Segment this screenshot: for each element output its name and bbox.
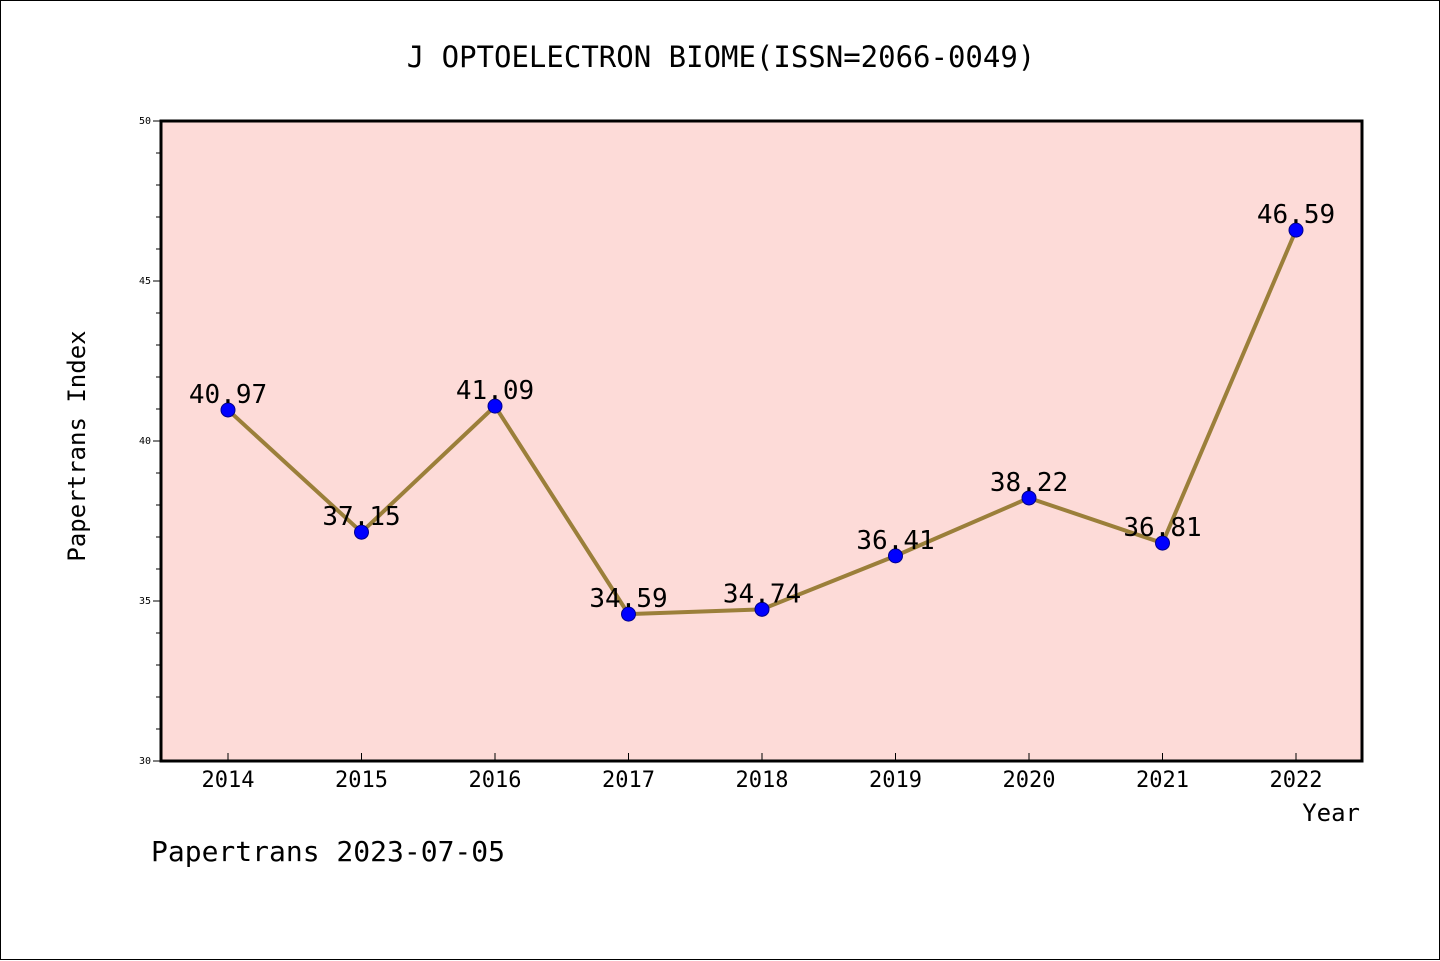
x-tick-label: 2014 [202, 768, 255, 793]
y-tick-label: 50 [139, 116, 151, 127]
data-label: 36.41 [856, 526, 934, 556]
x-tick-label: 2022 [1270, 768, 1323, 793]
data-labels: 40.97 37.15 41.09 34.59 34.74 36.41 38.22 36.81… [189, 200, 1335, 614]
x-axis-ticks: 2014 2015 2016 2017 2018 2019 2020 2021 2022 [202, 753, 1323, 793]
data-label: 38.22 [990, 468, 1068, 498]
x-tick-label: 2019 [869, 768, 922, 793]
y-tick-label: 35 [139, 596, 151, 607]
plot-border [159, 119, 1364, 763]
y-axis-label: Papertrans Index [63, 330, 91, 561]
data-point [888, 548, 903, 564]
data-point [354, 524, 369, 540]
data-label: 40.97 [189, 380, 267, 410]
y-tick-label: 30 [139, 756, 151, 767]
x-axis-label: Year [1302, 799, 1360, 827]
y-axis-ticks: 30 35 40 45 50 [139, 116, 161, 767]
data-points [220, 222, 1304, 622]
data-label: 34.74 [723, 579, 801, 609]
data-point [1155, 535, 1170, 551]
data-point [754, 601, 770, 617]
chart-title: J OPTOELECTRON BIOME(ISSN=2066-0049) [407, 40, 1036, 74]
data-label: 37.15 [322, 502, 400, 532]
data-label: 41.09 [456, 376, 534, 406]
x-tick-label: 2018 [736, 768, 789, 793]
x-tick-label: 2020 [1003, 768, 1056, 793]
data-point [1288, 222, 1304, 238]
x-tick-label: 2021 [1136, 768, 1189, 793]
x-tick-label: 2016 [469, 768, 522, 793]
plot-area [161, 121, 1362, 761]
data-point [1021, 490, 1037, 506]
data-label: 34.59 [589, 584, 667, 614]
x-tick-label: 2017 [602, 768, 655, 793]
x-tick-label: 2015 [335, 768, 388, 793]
data-label: 46.59 [1257, 200, 1335, 230]
data-label: 36.81 [1123, 513, 1201, 543]
y-tick-label: 45 [139, 276, 151, 287]
data-point [220, 402, 236, 418]
data-point [487, 398, 503, 414]
y-tick-label: 40 [139, 436, 151, 447]
footer-source-date: Papertrans 2023-07-05 [151, 835, 506, 868]
data-point [621, 606, 636, 622]
